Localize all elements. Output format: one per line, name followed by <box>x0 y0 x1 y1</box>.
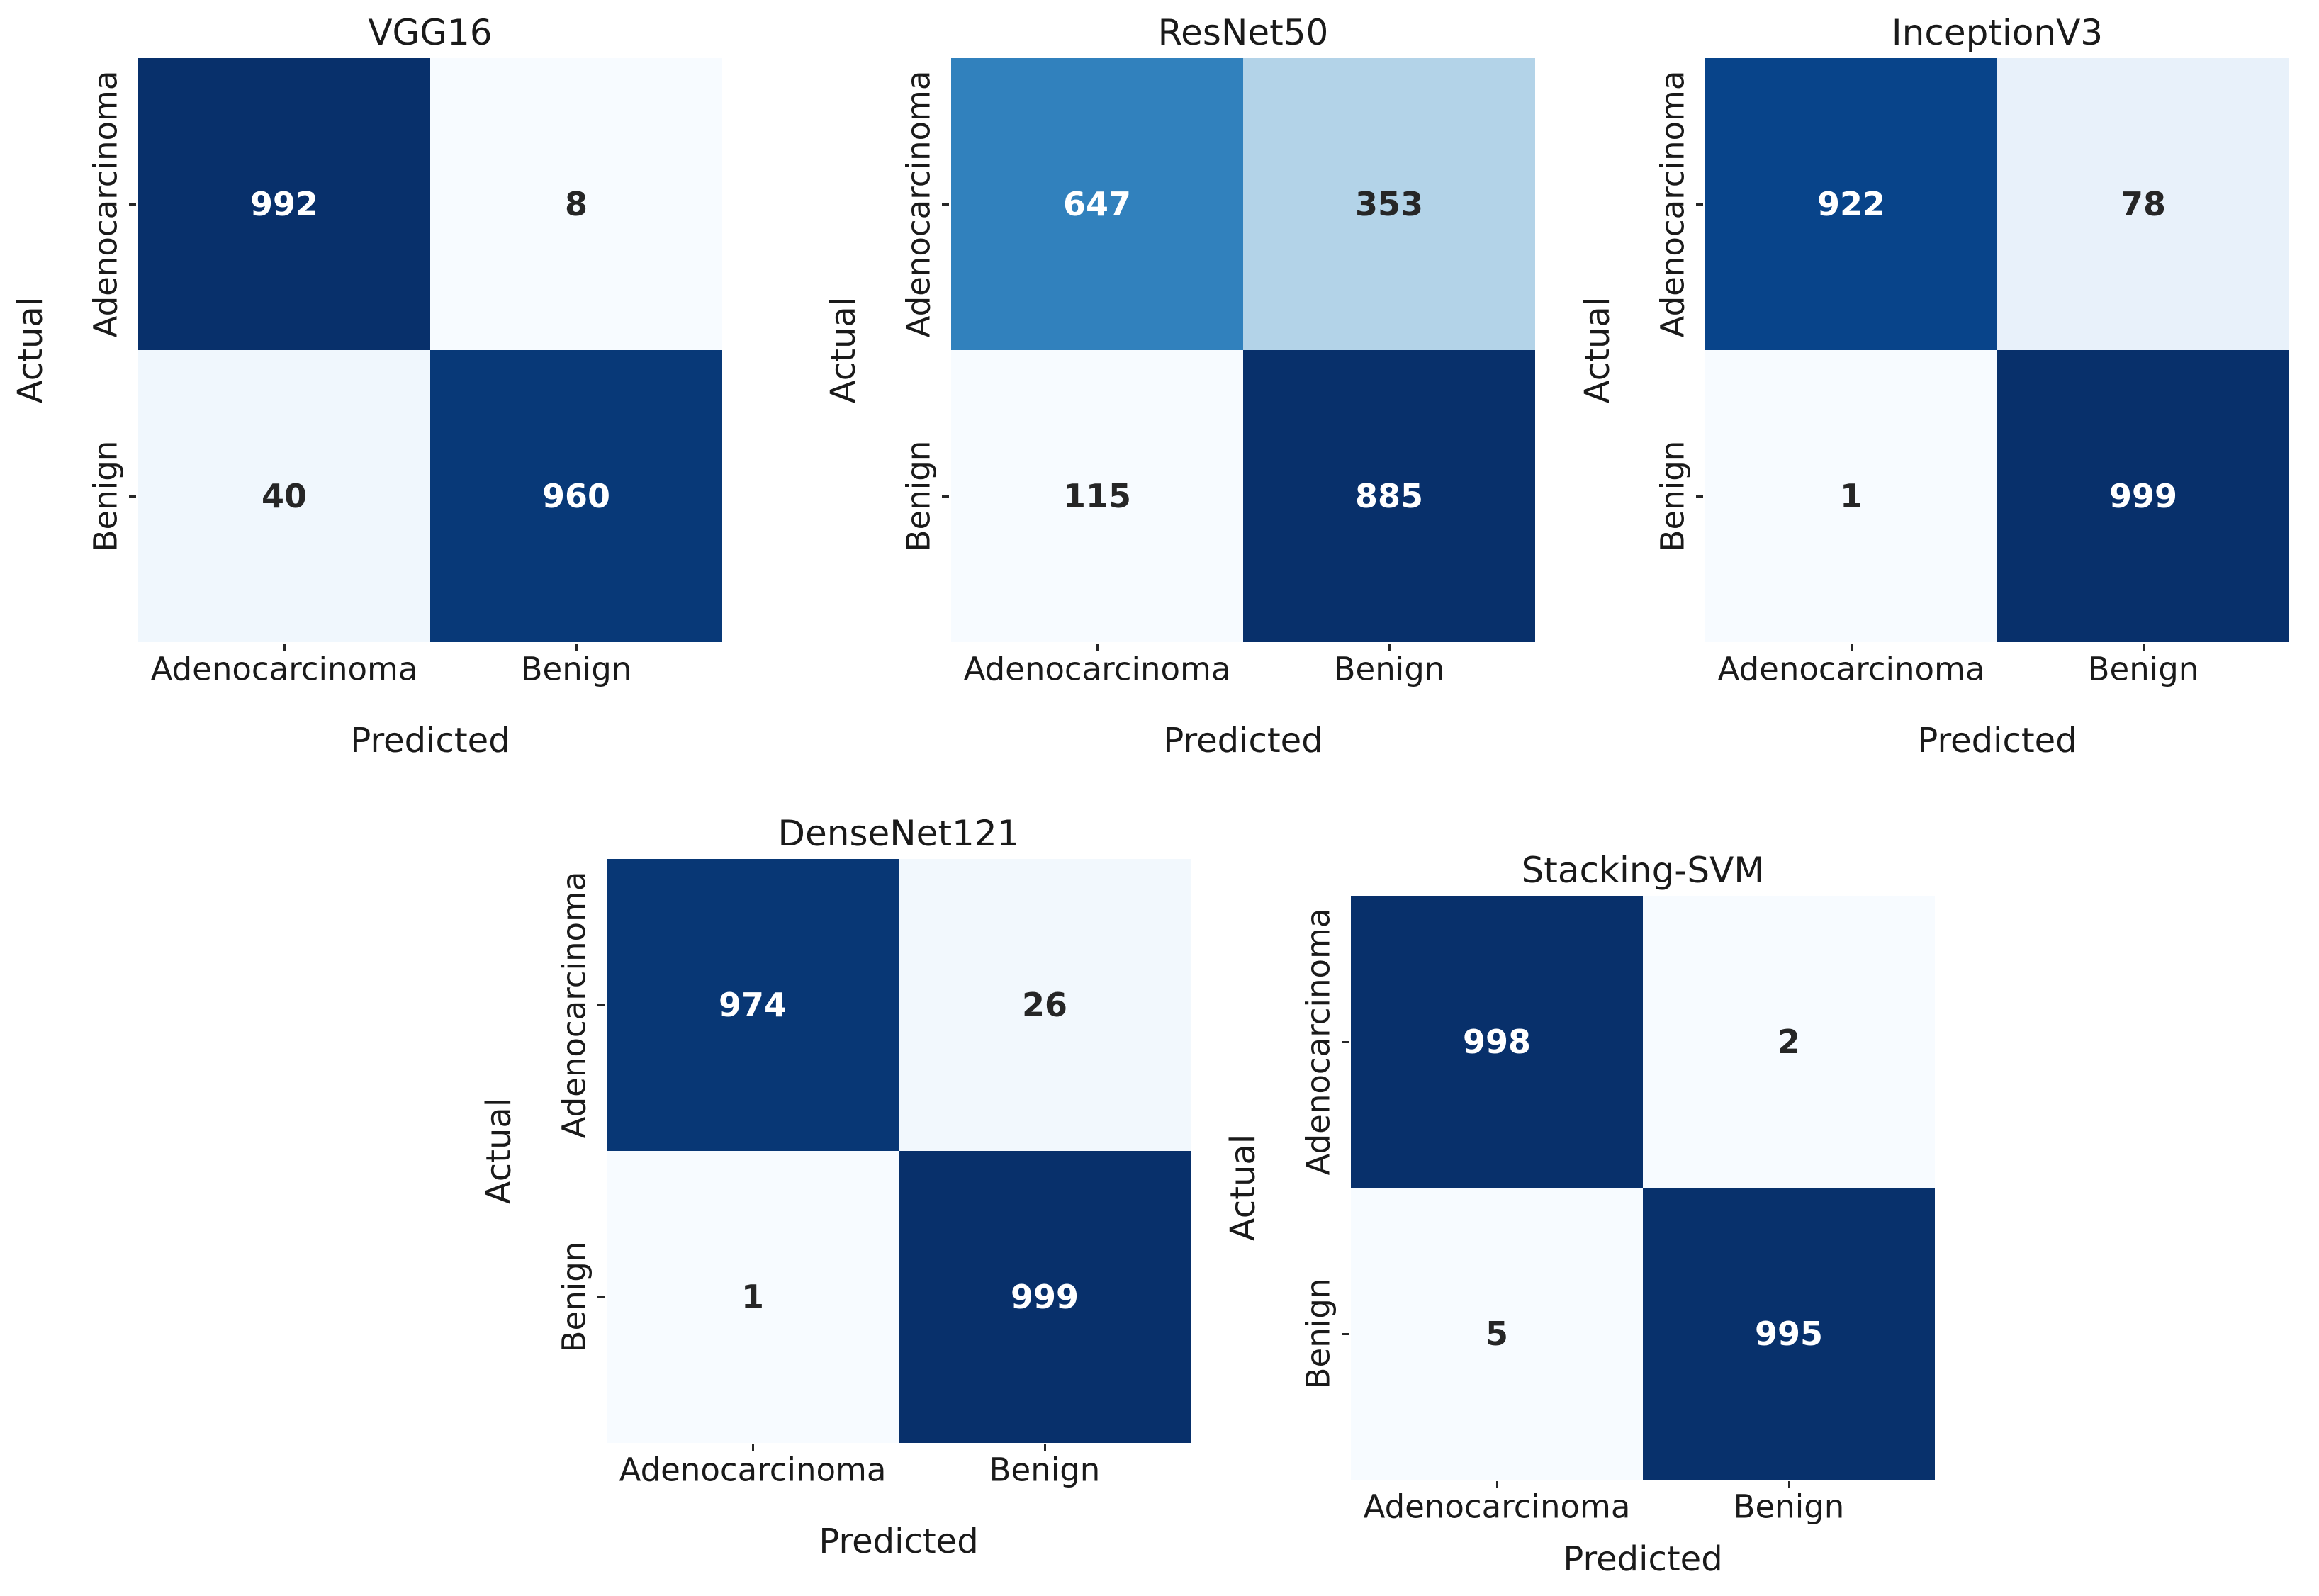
x-axis-label: Predicted <box>1917 721 2077 760</box>
x-tick-mark <box>1096 644 1099 651</box>
x-axis-label: Predicted <box>350 721 510 760</box>
y-tick-label: Adenocarcinoma <box>86 70 125 338</box>
cell-value: 26 <box>1021 986 1067 1024</box>
x-tick-mark <box>575 644 578 651</box>
cell-value: 40 <box>261 477 307 515</box>
x-tick-label: Adenocarcinoma <box>1717 650 1985 688</box>
cell-value: 1 <box>1839 477 1863 515</box>
x-axis-label: Predicted <box>819 1522 979 1561</box>
heatmap-cell-r0c0: 998 <box>1351 896 1643 1188</box>
heatmap-cell-r1c1: 999 <box>899 1151 1191 1443</box>
x-tick-mark <box>283 644 286 651</box>
x-tick-label: Benign <box>1733 1488 1845 1526</box>
x-tick-mark <box>751 1444 754 1451</box>
heatmap-cell-r0c1: 353 <box>1243 58 1535 350</box>
y-tick-label: Adenocarcinoma <box>1299 908 1337 1176</box>
cell-value: 998 <box>1462 1023 1532 1061</box>
x-axis-label: Predicted <box>1563 1539 1723 1579</box>
y-tick-mark <box>942 495 949 498</box>
y-tick-mark <box>597 1004 605 1006</box>
heatmap-cell-r1c1: 960 <box>430 350 722 642</box>
cell-value: 8 <box>564 185 588 223</box>
y-tick-mark <box>1696 495 1703 498</box>
heatmap-cell-r0c0: 647 <box>951 58 1243 350</box>
y-tick-mark <box>1342 1040 1349 1043</box>
heatmap-cell-r1c1: 885 <box>1243 350 1535 642</box>
y-axis-label: Actual <box>824 296 863 404</box>
cell-value: 78 <box>2120 185 2166 223</box>
y-tick-label: Benign <box>86 440 125 552</box>
cell-value: 995 <box>1754 1315 1824 1353</box>
y-tick-label: Benign <box>1653 440 1692 552</box>
heatmap-cell-r0c1: 2 <box>1643 896 1935 1188</box>
cell-value: 992 <box>249 185 319 223</box>
cell-value: 2 <box>1777 1023 1800 1061</box>
heatmap-cell-r0c1: 8 <box>430 58 722 350</box>
cell-value: 353 <box>1354 185 1424 223</box>
x-tick-mark <box>1787 1481 1790 1488</box>
x-tick-label: Benign <box>520 650 632 688</box>
y-tick-label: Benign <box>1299 1278 1337 1390</box>
y-tick-label: Adenocarcinoma <box>1653 70 1692 338</box>
heatmap-cell-r1c0: 1 <box>607 1151 899 1443</box>
y-axis-label: Actual <box>11 296 50 404</box>
cell-value: 115 <box>1062 477 1132 515</box>
y-tick-label: Benign <box>555 1241 593 1353</box>
cell-value: 5 <box>1485 1315 1508 1353</box>
cell-value: 999 <box>1010 1278 1079 1316</box>
y-axis-label: Actual <box>1223 1134 1263 1242</box>
heatmap-cell-r0c0: 922 <box>1705 58 1997 350</box>
heatmap-cell-r0c1: 26 <box>899 859 1191 1151</box>
heatmap-cell-r1c1: 995 <box>1643 1188 1935 1480</box>
heatmap-cell-r1c0: 5 <box>1351 1188 1643 1480</box>
x-tick-label: Adenocarcinoma <box>619 1451 887 1489</box>
y-tick-mark <box>597 1296 605 1298</box>
y-tick-mark <box>942 203 949 206</box>
plot-title: DenseNet121 <box>777 813 1020 854</box>
y-tick-mark <box>1342 1332 1349 1335</box>
x-tick-label: Adenocarcinoma <box>150 650 418 688</box>
x-tick-label: Adenocarcinoma <box>963 650 1231 688</box>
heatmap-cell-r1c1: 999 <box>1997 350 2289 642</box>
cell-value: 1 <box>741 1278 764 1316</box>
y-tick-label: Adenocarcinoma <box>555 871 593 1139</box>
heatmap-cell-r1c0: 115 <box>951 350 1243 642</box>
heatmap-cell-r0c1: 78 <box>1997 58 2289 350</box>
y-tick-mark <box>1696 203 1703 206</box>
x-tick-mark <box>1850 644 1853 651</box>
x-tick-label: Adenocarcinoma <box>1363 1488 1631 1526</box>
heatmap-cell-r0c0: 992 <box>138 58 430 350</box>
heatmap-cell-r1c0: 40 <box>138 350 430 642</box>
plot-title: ResNet50 <box>1157 12 1329 53</box>
y-tick-mark <box>129 203 136 206</box>
cell-value: 922 <box>1817 185 1886 223</box>
x-tick-mark <box>1495 1481 1498 1488</box>
x-tick-mark <box>1043 1444 1046 1451</box>
plot-title: VGG16 <box>368 12 493 53</box>
x-tick-mark <box>2142 644 2145 651</box>
heatmap-cell-r0c0: 974 <box>607 859 899 1151</box>
cell-value: 974 <box>718 986 787 1024</box>
x-tick-mark <box>1388 644 1391 651</box>
x-tick-label: Benign <box>989 1451 1101 1489</box>
heatmap-cell-r1c0: 1 <box>1705 350 1997 642</box>
cell-value: 647 <box>1062 185 1132 223</box>
cell-value: 960 <box>541 477 611 515</box>
x-axis-label: Predicted <box>1163 721 1323 760</box>
y-tick-label: Adenocarcinoma <box>899 70 938 338</box>
y-axis-label: Actual <box>479 1097 519 1205</box>
y-tick-mark <box>129 495 136 498</box>
plot-title: InceptionV3 <box>1891 12 2104 53</box>
cell-value: 999 <box>2109 477 2178 515</box>
plot-title: Stacking-SVM <box>1521 850 1765 891</box>
y-tick-label: Benign <box>899 440 938 552</box>
x-tick-label: Benign <box>2087 650 2199 688</box>
y-axis-label: Actual <box>1578 296 1617 404</box>
cell-value: 885 <box>1354 477 1424 515</box>
x-tick-label: Benign <box>1333 650 1445 688</box>
